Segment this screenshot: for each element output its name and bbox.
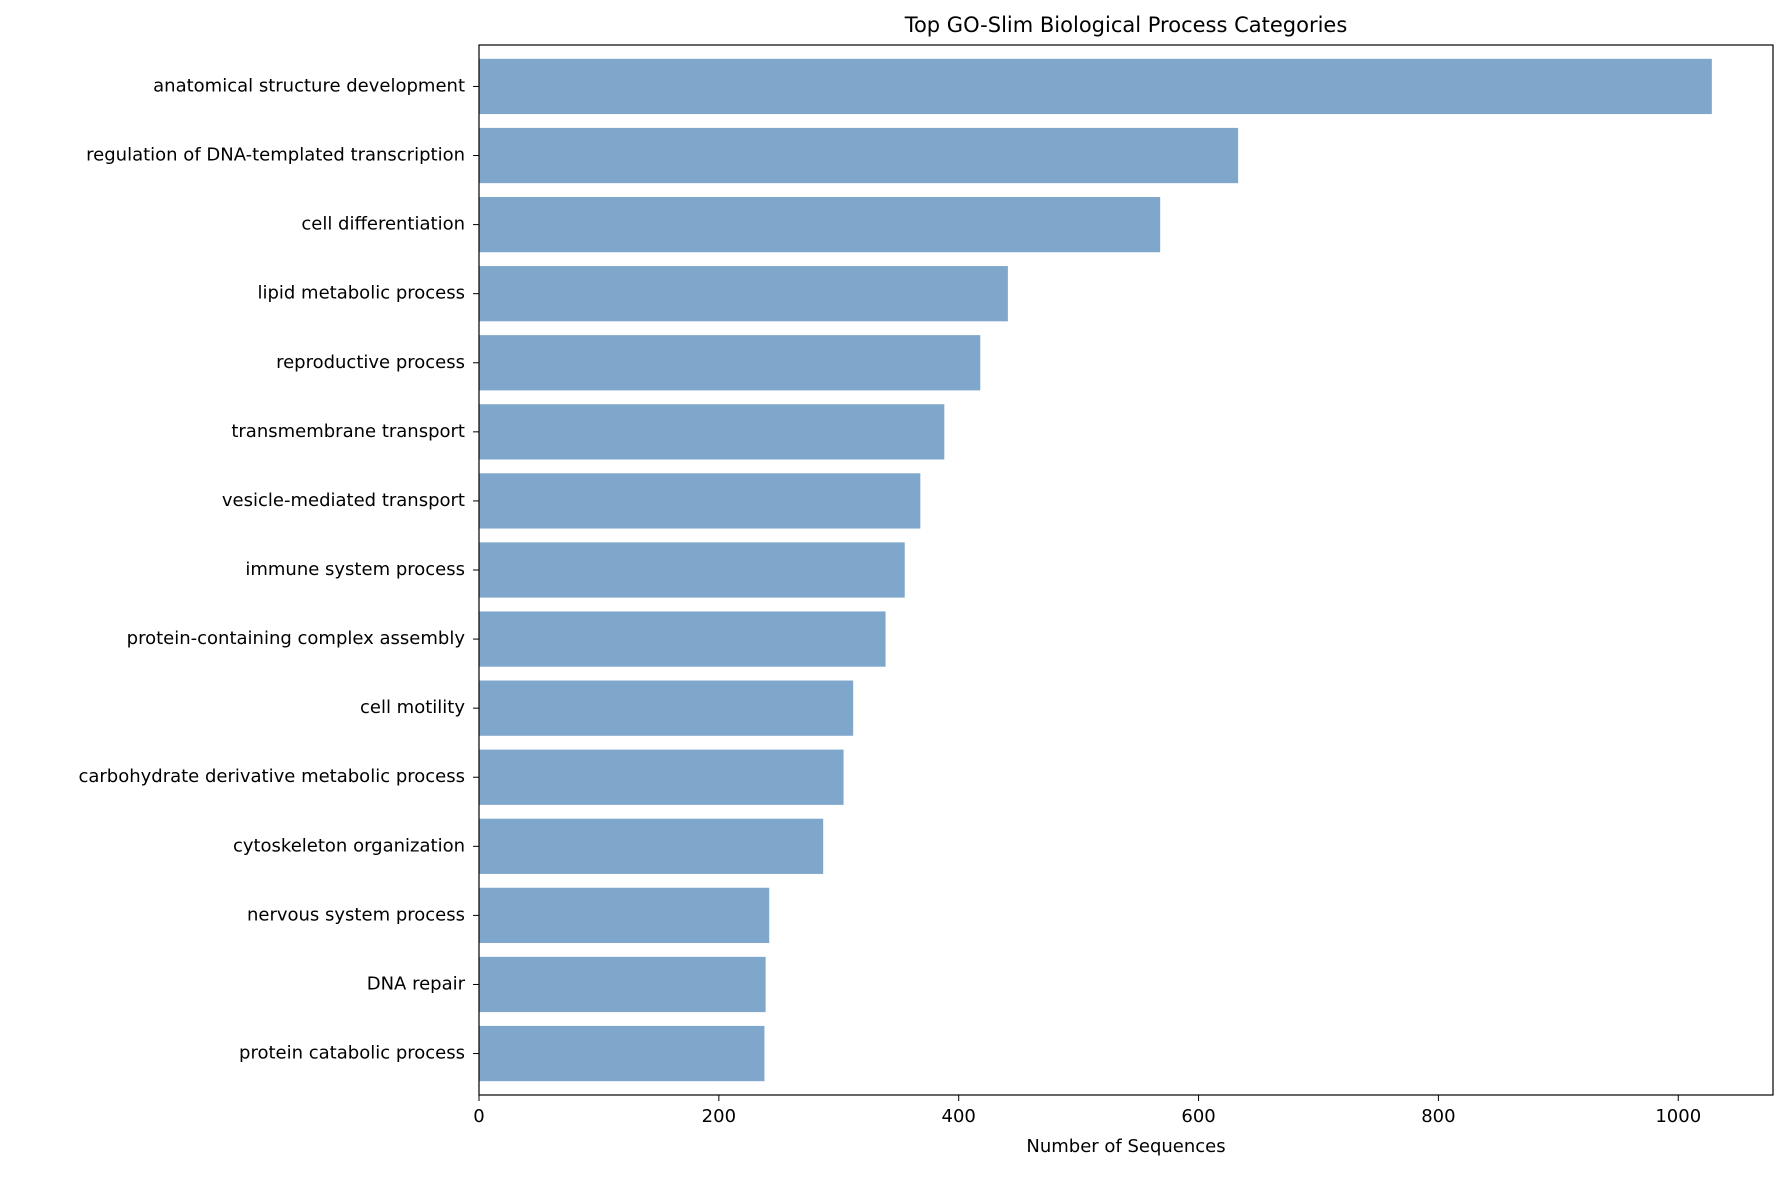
bar xyxy=(479,887,770,944)
y-tick-label: carbohydrate derivative metabolic proces… xyxy=(78,766,465,787)
y-tick-label: cytoskeleton organization xyxy=(233,835,465,856)
bar xyxy=(479,404,945,460)
plot-frame xyxy=(478,44,1774,1096)
bar xyxy=(479,335,981,391)
bar xyxy=(479,127,1239,184)
y-tick-label: immune system process xyxy=(245,559,465,580)
y-tick-label: transmembrane transport xyxy=(231,421,465,442)
y-tick-label: regulation of DNA-templated transcriptio… xyxy=(86,145,465,166)
y-tick-label: cell differentiation xyxy=(301,214,465,235)
y-tick-label: reproductive process xyxy=(276,352,465,373)
bar xyxy=(479,956,766,1013)
bar xyxy=(479,473,921,529)
y-tick-label: nervous system process xyxy=(247,904,465,925)
x-tick-label: 600 xyxy=(1181,1106,1215,1127)
chart-title: Top GO-Slim Biological Process Categorie… xyxy=(904,13,1348,37)
x-tick-label: 1000 xyxy=(1655,1106,1701,1127)
x-tick-label: 0 xyxy=(473,1106,484,1127)
bar xyxy=(479,542,905,598)
bar xyxy=(479,611,886,667)
y-tick-label: DNA repair xyxy=(367,973,466,994)
x-tick-label: 400 xyxy=(942,1106,976,1127)
y-tick-label: cell motility xyxy=(360,697,465,718)
y-tick-label: protein catabolic process xyxy=(239,1043,465,1064)
x-tick-label: 200 xyxy=(702,1106,736,1127)
x-axis-label: Number of Sequences xyxy=(1026,1136,1225,1157)
bar xyxy=(479,58,1712,115)
bar xyxy=(479,680,854,736)
y-tick-label: protein-containing complex assembly xyxy=(127,628,466,649)
y-tick-label: anatomical structure development xyxy=(153,75,465,96)
bar xyxy=(479,1025,765,1082)
bar xyxy=(479,818,824,874)
y-tick-label: lipid metabolic process xyxy=(257,283,465,304)
x-tick-label: 800 xyxy=(1421,1106,1455,1127)
bar xyxy=(479,266,1008,322)
y-tick-label: vesicle-mediated transport xyxy=(222,490,465,511)
bar xyxy=(479,749,844,805)
bar xyxy=(479,196,1161,253)
